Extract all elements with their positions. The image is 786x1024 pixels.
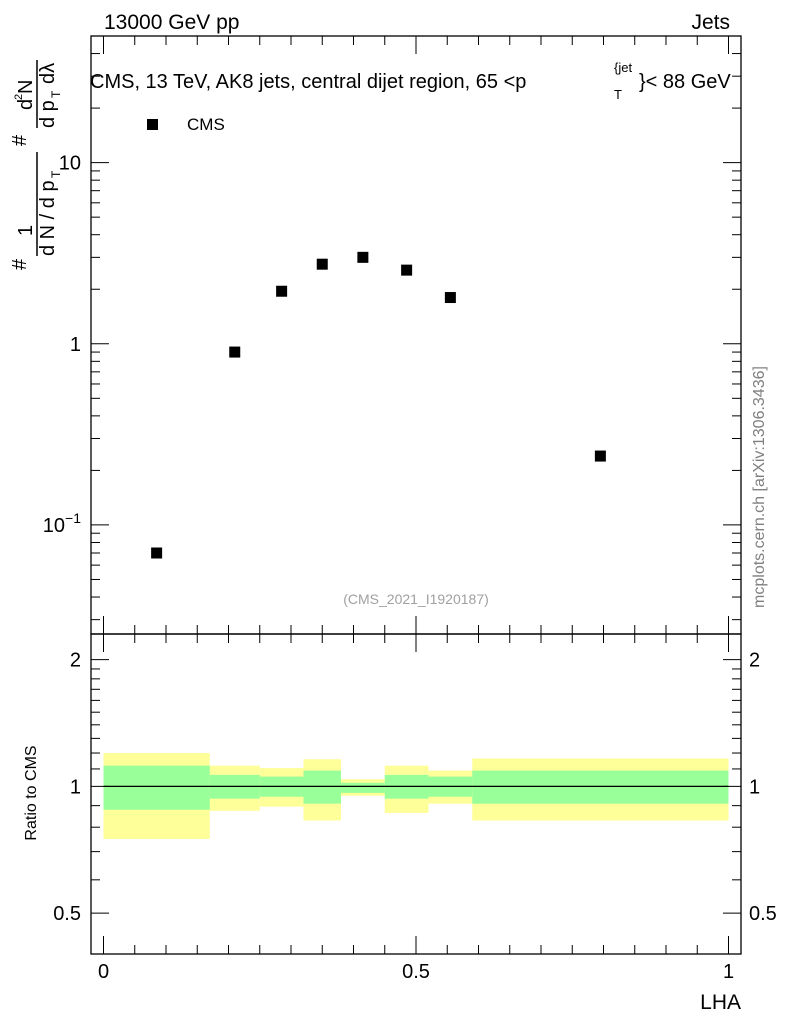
ratio-ytick-label-right: 2 <box>749 650 760 672</box>
ratio-ytick-label-right: 0.5 <box>749 903 777 925</box>
ratio-inner-band-7 <box>472 770 729 804</box>
plot-title-subscript: T <box>614 87 622 102</box>
data-point-cms <box>357 251 369 263</box>
ratio-ytick-label-right: 1 <box>749 776 760 798</box>
ratio-inner-band-0 <box>103 765 210 810</box>
svg-text:#: # <box>9 134 31 146</box>
svg-text:d N / d p: d N / d p <box>37 180 59 256</box>
svg-text:N: N <box>15 80 37 94</box>
data-point-cms <box>316 258 328 270</box>
ratio-ytick-label-left: 0.5 <box>53 903 81 925</box>
header-energy-label: 13000 GeV pp <box>104 11 239 34</box>
side-credit-label: mcplots.cern.ch [arXiv:1306.3436] <box>751 366 768 608</box>
ratio-inner-band-4 <box>341 782 385 793</box>
upper-ytick-label: 10−1 <box>43 510 81 537</box>
plot-title-superscript: {jet <box>614 60 632 75</box>
legend-marker <box>147 119 158 130</box>
analysis-watermark: (CMS_2021_I1920187) <box>343 591 489 607</box>
upper-ytick-label: 10 <box>59 153 81 175</box>
xtick-label: 0 <box>98 961 109 983</box>
ratio-ytick-label-left: 2 <box>70 650 81 672</box>
svg-text:1: 1 <box>15 225 37 236</box>
svg-text:d p: d p <box>37 100 59 128</box>
upper-ytick-label: 1 <box>70 334 81 356</box>
data-point-cms <box>229 346 241 358</box>
x-axis-label: LHA <box>700 991 741 1014</box>
xtick-label: 0.5 <box>402 961 430 983</box>
svg-text:T: T <box>49 90 63 98</box>
data-point-cms <box>401 264 413 276</box>
svg-text:T: T <box>49 170 63 178</box>
ratio-ylabel: Ratio to CMS <box>23 745 40 840</box>
data-point-cms <box>151 547 163 559</box>
svg-text:d: d <box>15 99 37 110</box>
plot-title-main: CMS, 13 TeV, AK8 jets, central dijet reg… <box>90 71 526 93</box>
data-point-cms <box>444 292 456 304</box>
header-category-label: Jets <box>691 11 730 34</box>
svg-text:#: # <box>9 258 31 270</box>
ratio-ytick-label-left: 1 <box>70 776 81 798</box>
upper-ylabel: # 1 d N / d p T # d 2 N d p T dλ <box>9 60 63 270</box>
data-point-cms <box>276 285 288 297</box>
svg-text:2: 2 <box>13 94 25 100</box>
plot-title-end: }< 88 GeV <box>639 71 731 93</box>
plot-title: CMS, 13 TeV, AK8 jets, central dijet reg… <box>90 71 526 93</box>
legend-label: CMS <box>187 115 225 134</box>
xtick-label: 1 <box>723 961 734 983</box>
data-point-cms <box>594 450 606 462</box>
svg-text:dλ: dλ <box>37 63 59 84</box>
ratio-inner-band-3 <box>303 770 341 804</box>
